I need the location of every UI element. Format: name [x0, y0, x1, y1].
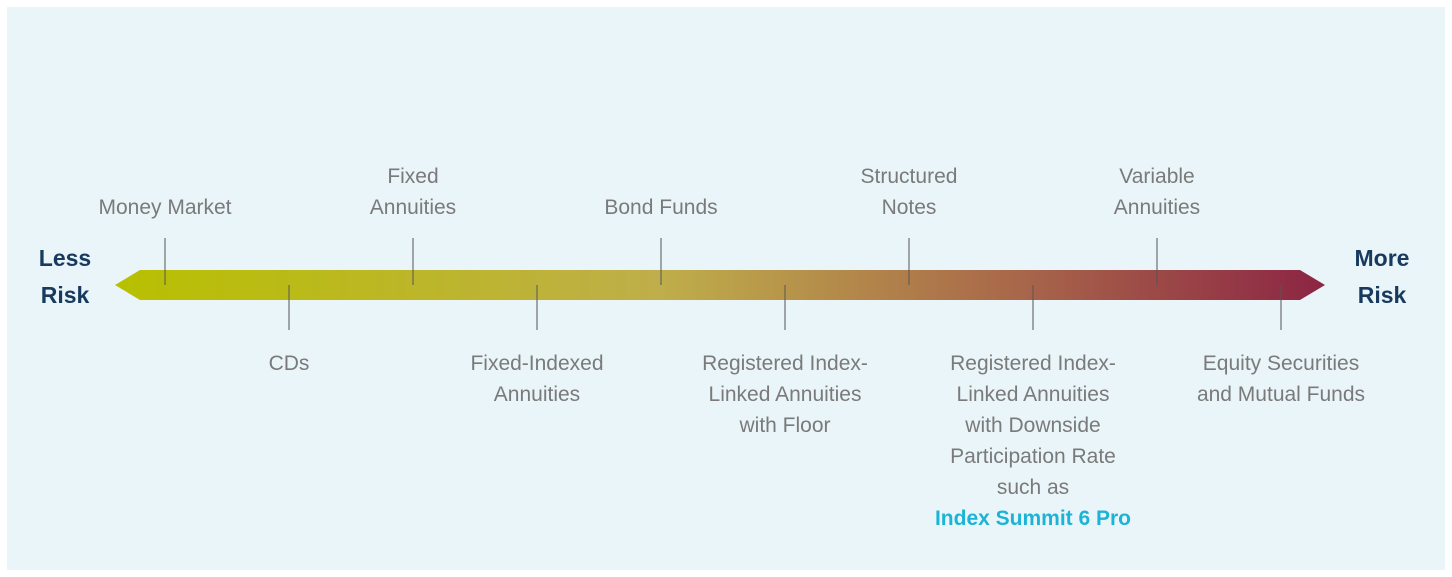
label-line: Linked Annuities — [957, 383, 1110, 406]
label: Fixed-Indexed Annuities — [470, 352, 603, 406]
label-line: Annuities — [370, 196, 456, 219]
label-line: Equity Securities — [1203, 352, 1359, 375]
label-line: with Floor — [738, 414, 830, 437]
label: Bond Funds — [604, 196, 717, 219]
label-line: Annuities — [1114, 196, 1200, 219]
label-line: such as — [997, 476, 1069, 499]
label-line: Fixed-Indexed — [470, 352, 603, 375]
label: Money Market — [98, 196, 231, 219]
label-line: Less — [39, 245, 91, 271]
label-line: Money Market — [98, 196, 231, 219]
label-line: Registered Index- — [702, 352, 868, 375]
label-line: Linked Annuities — [709, 383, 862, 406]
label-line: Participation Rate — [950, 445, 1116, 468]
label-line: Notes — [882, 196, 937, 219]
label-line: CDs — [269, 352, 310, 375]
label: CDs — [269, 352, 310, 375]
label-line: Risk — [41, 282, 90, 308]
label: More Risk — [1355, 245, 1410, 308]
label: Fixed Annuities — [370, 165, 456, 219]
risk-arrow — [115, 270, 1325, 300]
label: Less Risk — [39, 245, 91, 308]
label: Registered Index- Linked Annuities with Fl… — [702, 352, 868, 437]
label-line: Structured — [861, 165, 958, 188]
highlight: Index Summit 6 Pro — [935, 507, 1131, 530]
label-line: and Mutual Funds — [1197, 383, 1365, 406]
label: Equity Securities and Mutual Funds — [1197, 352, 1365, 406]
label-line: Registered Index- — [950, 352, 1116, 375]
label: Variable Annuities — [1114, 165, 1200, 219]
label-line: with Downside — [964, 414, 1100, 437]
label-line: Annuities — [494, 383, 580, 406]
label-line: Fixed — [387, 165, 438, 188]
label: Registered Index- Linked Annuities with Do… — [950, 352, 1116, 499]
label-line: Bond Funds — [604, 196, 717, 219]
label: Structured Notes — [861, 165, 958, 219]
label-line: More — [1355, 245, 1410, 271]
label-line: Variable — [1119, 165, 1195, 188]
label-line: Risk — [1358, 282, 1407, 308]
